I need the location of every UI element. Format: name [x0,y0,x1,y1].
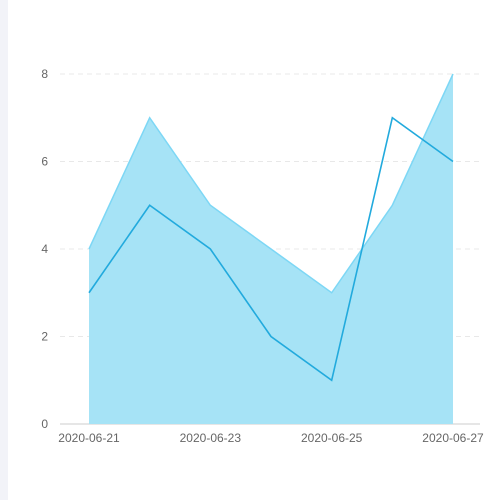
line-series [88,116,454,382]
y-tick-label: 6 [41,155,48,169]
y-tick-label: 2 [41,330,48,344]
y-tick-label: 4 [41,242,48,256]
x-tick-label: 2020-06-23 [180,431,242,445]
y-tick-label: 0 [41,417,48,431]
area-series-line [88,73,454,294]
left-sidebar-strip [0,0,8,500]
x-tick-label: 2020-06-25 [301,431,363,445]
y-tick-label: 8 [41,67,48,81]
x-tick-label: 2020-06-27 [422,431,484,445]
x-tick-label: 2020-06-21 [58,431,120,445]
